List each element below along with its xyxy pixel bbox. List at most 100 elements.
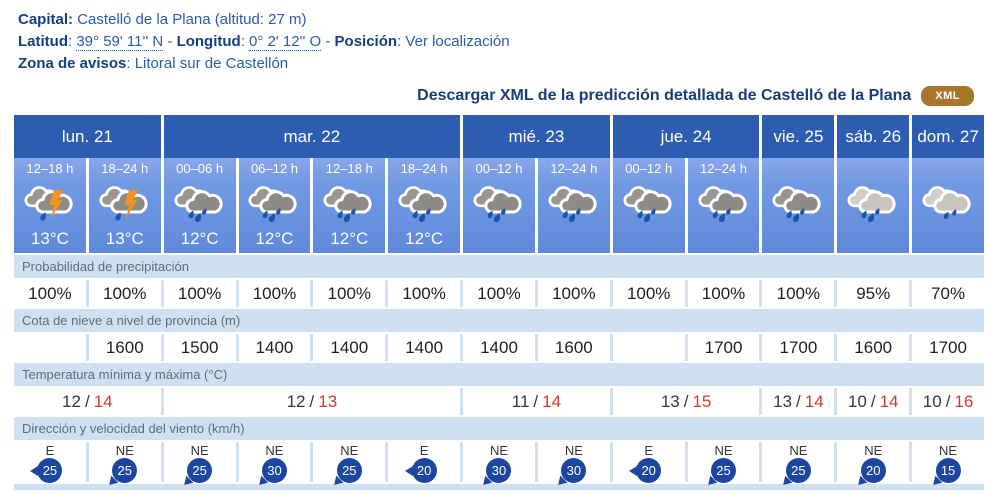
forecast-period-cell: 00–12 h bbox=[612, 158, 685, 253]
precipitation-value: 100% bbox=[388, 280, 461, 307]
forecast-period-cell: 00–06 h 12°C bbox=[163, 158, 236, 253]
capital-value: Castelló de la Plana (altitud: 27 m) bbox=[77, 11, 307, 28]
snow-level-value: 1700 bbox=[687, 334, 760, 361]
wind-direction-arrow-icon bbox=[404, 465, 413, 476]
wind-speed-badge: 20 bbox=[854, 458, 886, 489]
min-max-temperature: 12/13 bbox=[163, 388, 461, 415]
wind-direction-label: NE bbox=[789, 443, 808, 458]
period-temperature: 13°C bbox=[30, 229, 69, 248]
wind-speed-badge: 15 bbox=[929, 458, 961, 489]
weather-rain-icon bbox=[174, 179, 226, 228]
time-period-label: 18–24 h bbox=[400, 161, 448, 176]
min-max-temperature: 10/16 bbox=[912, 388, 984, 415]
weather-rain-icon bbox=[772, 179, 824, 228]
min-max-temperature: 13/15 bbox=[612, 388, 760, 415]
min-max-temperature: 11/14 bbox=[463, 388, 610, 415]
view-location-link[interactable]: Ver localización bbox=[405, 33, 510, 50]
wind-direction-label: NE bbox=[564, 443, 583, 458]
wind-speed-value: 30 bbox=[486, 458, 512, 483]
snow-level-values-row: 1600 1500 1400 1400 1400 1400 1600 1700 1700 1600… bbox=[14, 334, 984, 361]
forecast-period-cell: 18–24 h 12°C bbox=[388, 158, 461, 253]
period-temperature: 12°C bbox=[180, 229, 219, 248]
weather-rain-icon bbox=[323, 179, 375, 228]
wind-direction-label: E bbox=[644, 443, 654, 458]
temperature-min: 10 bbox=[847, 391, 867, 411]
temperature-min: 12 bbox=[286, 391, 306, 411]
time-period-label: 06–12 h bbox=[250, 161, 298, 176]
precipitation-value: 100% bbox=[612, 280, 685, 307]
wind-cell: E 25 bbox=[14, 442, 86, 483]
weather-storm-icon bbox=[24, 179, 76, 228]
wind-speed-badge: 30 bbox=[255, 458, 287, 489]
precipitation-value: 100% bbox=[762, 280, 835, 307]
download-xml-row: Descargar XML de la predicción detallada… bbox=[0, 83, 974, 108]
forecast-period-cell bbox=[762, 158, 835, 253]
snow-level-value bbox=[14, 334, 86, 361]
temperature-separator: / bbox=[683, 391, 689, 411]
precipitation-row-label: Probabilidad de precipitación bbox=[14, 255, 984, 278]
temperature-max: 14 bbox=[879, 391, 899, 411]
wind-cell: NE 25 bbox=[313, 442, 386, 489]
wind-direction-label: E bbox=[419, 443, 429, 458]
snow-level-value: 1700 bbox=[912, 334, 984, 361]
time-period-label: 12–24 h bbox=[700, 161, 748, 176]
next-row-partial-strip bbox=[14, 484, 984, 490]
wind-direction-label: NE bbox=[864, 443, 883, 458]
forecast-body-row: 12–18 h 13°C 18–24 h 13°C 00–06 h 12°C 06–12 h… bbox=[14, 158, 984, 253]
precipitation-value: 100% bbox=[687, 280, 760, 307]
wind-speed-value: 20 bbox=[860, 458, 886, 483]
precipitation-value: 70% bbox=[912, 280, 984, 307]
precipitation-value: 100% bbox=[313, 280, 386, 307]
forecast-period-cell bbox=[837, 158, 910, 253]
snow-level-value: 1400 bbox=[463, 334, 535, 361]
wind-direction-label: NE bbox=[265, 443, 284, 458]
weather-rain-icon bbox=[248, 179, 300, 228]
precipitation-value: 100% bbox=[14, 280, 86, 307]
precipitation-value: 95% bbox=[837, 280, 910, 307]
min-max-temperature: 13/14 bbox=[762, 388, 835, 415]
snow-level-row-label: Cota de nieve a nivel de provincia (m) bbox=[14, 309, 984, 332]
period-temperature: 12°C bbox=[255, 229, 294, 248]
latitude-value: 39° 59' 11'' N bbox=[76, 33, 164, 51]
wind-speed-value: 25 bbox=[711, 458, 737, 483]
period-temperature: 12°C bbox=[330, 229, 369, 248]
wind-cell: NE 30 bbox=[238, 442, 311, 489]
day-header: sáb. 26 bbox=[837, 115, 910, 158]
forecast-table: lun. 21 mar. 22 mié. 23 jue. 24 vie. 25 sáb. … bbox=[14, 115, 984, 490]
weather-rain-icon bbox=[398, 179, 450, 228]
day-header: jue. 24 bbox=[612, 115, 760, 158]
forecast-period-cell: 00–12 h bbox=[463, 158, 535, 253]
snow-level-value: 1400 bbox=[238, 334, 311, 361]
snow-level-value: 1400 bbox=[388, 334, 461, 361]
temperature-min: 13 bbox=[660, 391, 680, 411]
xml-button[interactable]: XML bbox=[921, 85, 974, 106]
precipitation-values-row: 100% 100% 100% 100% 100% 100% 100% 100% 100% 100%… bbox=[14, 280, 984, 307]
forecast-period-cell: 12–24 h bbox=[687, 158, 760, 253]
wind-speed-value: 20 bbox=[636, 458, 662, 483]
temperature-max: 14 bbox=[93, 391, 113, 411]
wind-cell: E 20 bbox=[612, 442, 685, 483]
wind-cell: NE 25 bbox=[88, 442, 161, 489]
wind-speed-value: 30 bbox=[561, 458, 587, 483]
wind-speed-value: 15 bbox=[935, 458, 961, 483]
temperature-max: 14 bbox=[804, 391, 824, 411]
temperature-min: 12 bbox=[62, 391, 81, 411]
time-period-label: 18–24 h bbox=[101, 161, 149, 176]
precipitation-value: 100% bbox=[463, 280, 535, 307]
wind-speed-value: 25 bbox=[187, 458, 213, 483]
position-label: Posición bbox=[334, 33, 398, 50]
temperature-max: 16 bbox=[954, 391, 974, 411]
wind-cell: NE 25 bbox=[687, 442, 760, 489]
warning-zone-label: Zona de avisos bbox=[18, 55, 127, 72]
wind-cell: NE 25 bbox=[163, 442, 236, 489]
temperature-separator: / bbox=[796, 391, 801, 411]
download-xml-link[interactable]: Descargar XML de la predicción detallada… bbox=[417, 86, 912, 104]
weather-rain-icon bbox=[473, 179, 525, 228]
temperature-separator: / bbox=[945, 391, 951, 411]
wind-cell: NE 30 bbox=[463, 442, 535, 489]
wind-speed-badge: 20 bbox=[404, 458, 437, 483]
period-temperature: 13°C bbox=[105, 229, 144, 248]
weather-storm-icon bbox=[99, 179, 151, 228]
temperature-max: 13 bbox=[318, 391, 338, 411]
time-period-label: 12–24 h bbox=[550, 161, 598, 176]
